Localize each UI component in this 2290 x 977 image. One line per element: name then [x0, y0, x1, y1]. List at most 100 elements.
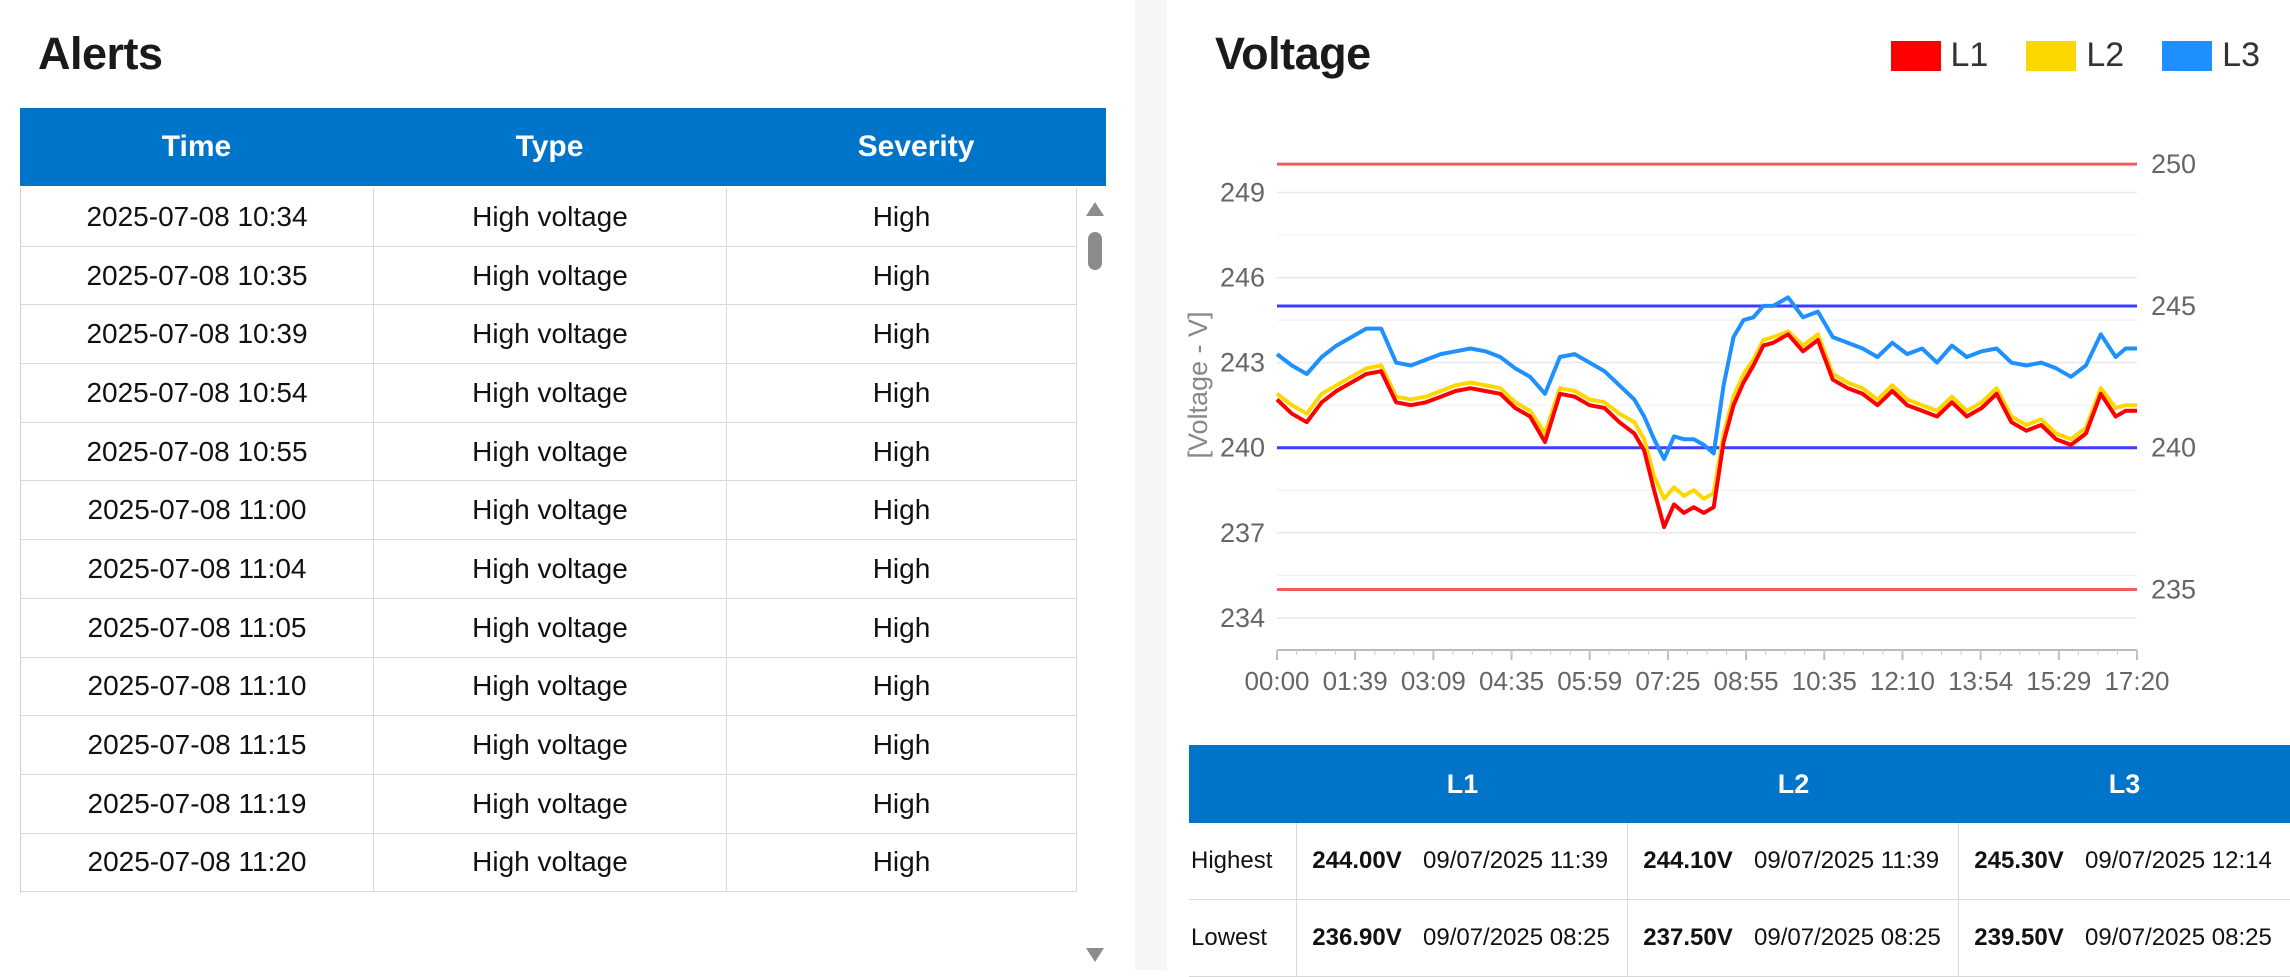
- stats-row: Highest 244.00V 09/07/2025 11:39 244.10V 09/…: [1189, 823, 2290, 900]
- alert-severity-cell: High: [727, 716, 1077, 774]
- table-row[interactable]: 2025-07-08 10:55 High voltage High: [21, 422, 1077, 482]
- table-row[interactable]: 2025-07-08 10:35 High voltage High: [21, 246, 1077, 306]
- scroll-thumb[interactable]: [1088, 232, 1102, 270]
- x-tick-label: 00:00: [1244, 666, 1309, 696]
- table-row[interactable]: 2025-07-08 11:19 High voltage High: [21, 774, 1077, 834]
- chart-legend: L1 L2 L3: [1853, 36, 2260, 75]
- series-line-l2: [1275, 329, 2137, 501]
- legend-item-l3[interactable]: L3: [2162, 36, 2260, 75]
- table-row[interactable]: 2025-07-08 11:05 High voltage High: [21, 598, 1077, 658]
- alert-type-cell: High voltage: [374, 716, 727, 774]
- stats-timestamp: 09/07/2025 11:39: [1748, 823, 1959, 899]
- alert-time-cell: 2025-07-08 11:10: [21, 657, 374, 716]
- x-tick-label: 03:09: [1401, 666, 1466, 696]
- stats-value: 245.30V: [1974, 847, 2064, 874]
- legend-swatch: [2162, 40, 2213, 71]
- x-tick-label: 13:54: [1948, 666, 2013, 696]
- alerts-table-body[interactable]: 2025-07-08 10:34 High voltage High 2025-07-…: [20, 188, 1077, 893]
- alert-time-cell: 2025-07-08 10:39: [21, 305, 374, 364]
- y-tick-label-left: 246: [1220, 263, 1265, 293]
- x-tick-label: 17:20: [2104, 666, 2169, 696]
- column-header-type[interactable]: Type: [515, 130, 584, 163]
- x-tick-label: 04:35: [1479, 666, 1544, 696]
- alert-type-cell: High voltage: [374, 540, 727, 598]
- stats-table-header: L1 L2 L3: [1189, 745, 2290, 823]
- alerts-table-header: Time Type Severity: [20, 108, 1106, 186]
- alert-type-cell: High voltage: [374, 188, 727, 246]
- alert-type-cell: High voltage: [374, 246, 727, 305]
- legend-item-l1[interactable]: L1: [1890, 36, 1989, 75]
- alert-time-cell: 2025-07-08 11:05: [21, 598, 374, 657]
- x-tick-label: 12:10: [1870, 666, 1935, 696]
- alert-type-cell: High voltage: [374, 305, 727, 364]
- alert-type-cell: High voltage: [374, 422, 727, 481]
- stats-timestamp: 09/07/2025 08:25: [2085, 924, 2272, 951]
- alert-severity-cell: High: [727, 833, 1077, 892]
- stats-row: Lowest 236.90V 09/07/2025 08:25 237.50V 09/0…: [1189, 900, 2290, 977]
- alert-severity-cell: High: [727, 364, 1077, 422]
- stats-value: 237.50V: [1643, 924, 1733, 951]
- stats-header-l1: L1: [1446, 768, 1479, 799]
- table-row[interactable]: 2025-07-08 10:34 High voltage High: [21, 188, 1077, 247]
- alerts-panel: Alerts Time Type Severity 2025-07-08 10:…: [0, 0, 1135, 970]
- stats-timestamp: 09/07/2025 08:25: [1417, 900, 1628, 976]
- voltage-title: Voltage: [1215, 28, 1371, 79]
- voltage-chart: 234 237 240 243 246 249 235 240 245 250 [Voltage -…: [1183, 149, 2196, 696]
- stats-timestamp: 09/07/2025 12:14: [2085, 847, 2272, 874]
- y-tick-label-left: 240: [1220, 433, 1265, 463]
- x-tick-label: 08:55: [1714, 666, 1779, 696]
- column-header-severity[interactable]: Severity: [857, 130, 975, 163]
- x-tick-label: 07:25: [1635, 666, 1700, 696]
- y-axis-label: [Voltage - V]: [1183, 311, 1213, 458]
- stats-header-l3: L3: [2108, 768, 2141, 799]
- stats-table-body: Highest 244.00V 09/07/2025 11:39 244.10V 09/…: [1189, 823, 2290, 977]
- legend-swatch: [2026, 40, 2077, 71]
- y-tick-label-left: 243: [1220, 348, 1265, 378]
- stats-value: 236.90V: [1312, 924, 1402, 951]
- stats-row-label: Highest: [1189, 823, 1297, 899]
- alert-time-cell: 2025-07-08 10:35: [21, 246, 374, 305]
- series-line-l3: [1275, 295, 2137, 461]
- y-tick-label-right: 245: [2151, 291, 2196, 321]
- table-row[interactable]: 2025-07-08 10:39 High voltage High: [21, 305, 1077, 365]
- voltage-stats-table: L1 L2 L3 Highest 244.00V 09/07/2025 11:39 2…: [1189, 745, 2290, 977]
- alert-type-cell: High voltage: [374, 657, 727, 716]
- legend-label: L2: [2086, 36, 2125, 74]
- stats-row-label: Lowest: [1189, 900, 1297, 976]
- alerts-table: Time Type Severity 2025-07-08 10:34 High …: [20, 108, 1106, 962]
- alert-severity-cell: High: [727, 305, 1077, 364]
- y-tick-label-right: 235: [2151, 574, 2196, 604]
- stats-value: 244.00V: [1312, 847, 1402, 874]
- stats-header-l2: L2: [1777, 768, 1810, 799]
- alert-severity-cell: High: [727, 657, 1077, 716]
- y-tick-label-right: 240: [2151, 433, 2196, 463]
- legend-label: L1: [1950, 36, 1989, 74]
- column-header-time[interactable]: Time: [161, 130, 232, 163]
- y-tick-label-left: 234: [1220, 603, 1265, 633]
- stats-timestamp: 09/07/2025 08:25: [1748, 900, 1959, 976]
- alert-severity-cell: High: [727, 598, 1077, 657]
- alert-type-cell: High voltage: [374, 364, 727, 422]
- scroll-up-arrow-icon[interactable]: [1086, 202, 1104, 216]
- stats-value: 244.10V: [1643, 847, 1733, 874]
- alert-severity-cell: High: [727, 422, 1077, 481]
- alert-type-cell: High voltage: [374, 833, 727, 892]
- x-tick-label: 01:39: [1323, 666, 1388, 696]
- table-row[interactable]: 2025-07-08 11:15 High voltage High: [21, 716, 1077, 775]
- table-row[interactable]: 2025-07-08 11:10 High voltage High: [21, 657, 1077, 717]
- table-row[interactable]: 2025-07-08 11:20 High voltage High: [21, 833, 1077, 893]
- alert-time-cell: 2025-07-08 11:00: [21, 481, 374, 540]
- series-line-l1: [1275, 332, 2137, 530]
- alert-time-cell: 2025-07-08 11:19: [21, 774, 374, 833]
- legend-swatch: [1890, 40, 1941, 71]
- scroll-down-arrow-icon[interactable]: [1086, 948, 1104, 962]
- legend-item-l2[interactable]: L2: [2026, 36, 2124, 75]
- alerts-scrollbar[interactable]: [1084, 188, 1106, 962]
- table-row[interactable]: 2025-07-08 10:54 High voltage High: [21, 364, 1077, 423]
- table-row[interactable]: 2025-07-08 11:00 High voltage High: [21, 481, 1077, 541]
- x-tick-label: 15:29: [2026, 666, 2091, 696]
- y-tick-label-left: 249: [1220, 178, 1265, 208]
- table-row[interactable]: 2025-07-08 11:04 High voltage High: [21, 540, 1077, 599]
- stats-header-blank: [1189, 745, 1297, 823]
- alert-type-cell: High voltage: [374, 774, 727, 833]
